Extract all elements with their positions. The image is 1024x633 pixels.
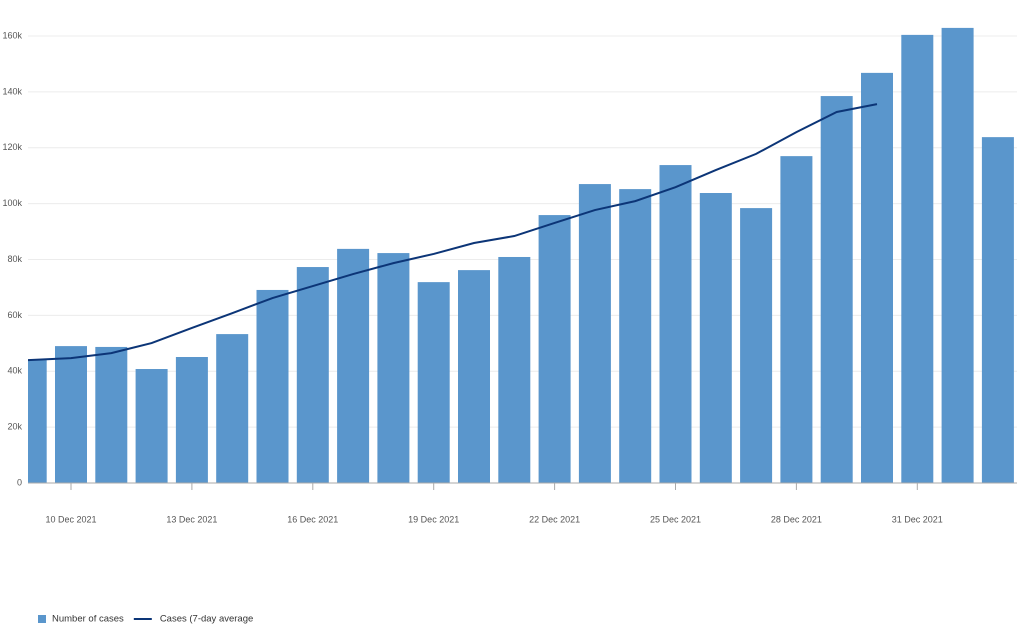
bar bbox=[337, 248, 370, 483]
y-tick-label: 160k bbox=[2, 30, 22, 40]
bar bbox=[28, 360, 47, 483]
x-tick-label: 16 Dec 2021 bbox=[287, 514, 338, 524]
x-tick-label: 10 Dec 2021 bbox=[45, 514, 96, 524]
y-tick-label: 60k bbox=[7, 310, 22, 320]
bar bbox=[941, 27, 974, 483]
bar bbox=[699, 193, 732, 484]
legend: Number of cases Cases (7-day average bbox=[38, 614, 253, 625]
lines bbox=[28, 103, 878, 362]
bar bbox=[55, 346, 87, 483]
axes: 0 20k 40k 60k 80k 100k 120k 140k 160k 10 Dec 2021… bbox=[2, 30, 1017, 524]
y-tick-label: 0 bbox=[17, 477, 22, 487]
bar bbox=[417, 282, 450, 483]
bar bbox=[296, 267, 329, 483]
legend-label: Number of cases bbox=[52, 614, 124, 625]
bar bbox=[95, 346, 128, 483]
bar bbox=[135, 369, 168, 483]
y-tick-label: 100k bbox=[2, 198, 22, 208]
bar bbox=[981, 137, 1014, 484]
y-tick-label: 120k bbox=[2, 142, 22, 152]
x-tick-label: 13 Dec 2021 bbox=[166, 514, 217, 524]
y-tick-label: 80k bbox=[7, 254, 22, 264]
bar bbox=[619, 189, 652, 483]
bar bbox=[377, 253, 410, 483]
legend-label: Cases (7-day average bbox=[160, 614, 253, 625]
bar bbox=[901, 34, 934, 483]
y-tick-label: 40k bbox=[7, 366, 22, 376]
x-tick-label: 25 Dec 2021 bbox=[650, 514, 701, 524]
bar bbox=[458, 270, 490, 483]
bar bbox=[861, 72, 893, 483]
bar bbox=[578, 184, 611, 483]
bars bbox=[28, 27, 1014, 484]
y-tick-label: 20k bbox=[7, 422, 22, 432]
bar bbox=[498, 256, 531, 483]
bar bbox=[780, 156, 813, 483]
bar bbox=[740, 208, 773, 483]
x-tick-label: 31 Dec 2021 bbox=[892, 514, 943, 524]
y-tick-label: 140k bbox=[2, 86, 22, 96]
x-tick-label: 28 Dec 2021 bbox=[771, 514, 822, 524]
legend-swatch bbox=[38, 615, 46, 623]
bar bbox=[175, 357, 208, 483]
x-tick-label: 22 Dec 2021 bbox=[529, 514, 580, 524]
bar bbox=[538, 215, 571, 483]
bar bbox=[820, 96, 853, 484]
x-tick-label: 19 Dec 2021 bbox=[408, 514, 459, 524]
bar bbox=[216, 334, 249, 483]
bar bbox=[659, 165, 692, 484]
line bbox=[28, 103, 878, 362]
bar bbox=[256, 289, 289, 483]
